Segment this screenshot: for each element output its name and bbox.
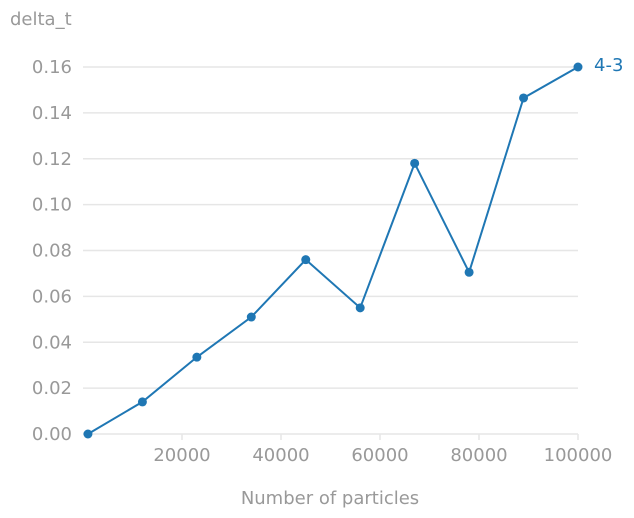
data-point (192, 352, 202, 362)
x-tick-label: 20000 (153, 445, 210, 466)
series-label: 4-3 (594, 55, 623, 76)
y-axis-label: delta_t (10, 9, 72, 30)
data-point (573, 62, 583, 72)
y-tick-label: 0.08 (32, 241, 72, 262)
series-group: 4-3 (83, 55, 623, 439)
y-tick-label: 0.10 (32, 195, 72, 216)
y-tick-label: 0.06 (32, 286, 72, 307)
y-tick-label: 0.14 (32, 103, 72, 124)
data-point (137, 397, 147, 407)
data-point (519, 93, 529, 103)
data-point (246, 312, 256, 322)
data-point (83, 429, 93, 439)
y-tick-label: 0.02 (32, 378, 72, 399)
data-point (355, 303, 365, 313)
y-tick-label: 0.12 (32, 149, 72, 170)
x-tick-label: 100000 (544, 445, 613, 466)
data-point (301, 255, 311, 265)
data-point (464, 267, 474, 277)
x-axis-label: Number of particles (241, 488, 419, 509)
x-tick-label: 40000 (252, 445, 309, 466)
grid-lines (83, 66, 578, 435)
y-tick-label: 0.16 (32, 57, 72, 78)
series-line (87, 66, 579, 435)
data-point (410, 158, 420, 168)
x-tick-label: 60000 (351, 445, 408, 466)
y-tick-label: 0.00 (32, 424, 72, 445)
y-tick-label: 0.04 (32, 332, 72, 353)
y-tick-labels: 0.00 0.02 0.04 0.06 0.08 0.10 0.12 0.14 0.16 (32, 57, 72, 445)
x-tick-labels: 20000 40000 60000 80000 100000 (153, 434, 612, 466)
x-tick-label: 80000 (450, 445, 507, 466)
